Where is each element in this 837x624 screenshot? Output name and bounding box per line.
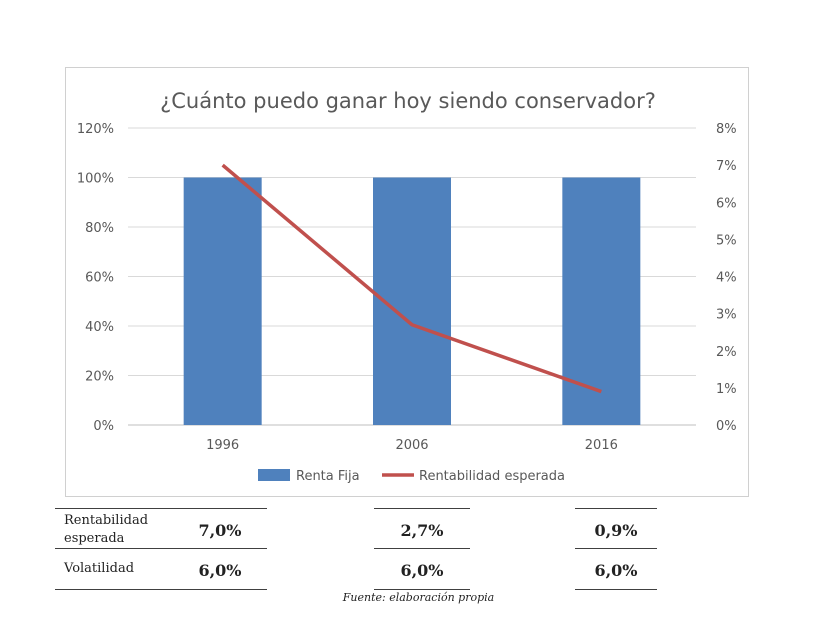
metrics-divider [575,548,657,549]
metric-value: 0,9% [594,521,638,540]
metric-label: Volatilidad [64,560,134,578]
chart-title: ¿Cuánto puedo ganar hoy siendo conservad… [160,89,656,113]
source-note: Fuente: elaboración propia [342,591,495,604]
y-right-tick-label: 4% [716,271,737,286]
metrics-divider [374,548,470,549]
metrics-divider [55,548,267,549]
y-right-tick-label: 3% [716,308,737,323]
bar-renta-fija [183,177,262,425]
metric-label-line: Rentabilidad [64,513,149,528]
metrics-divider [374,508,470,509]
legend-label-renta-fija: Renta Fija [296,469,360,484]
y-left-tick-label: 60% [85,271,114,286]
y-right-tick-label: 1% [716,382,737,397]
combo-chart: ¿Cuánto puedo ganar hoy siendo conservad… [77,89,737,484]
metrics-divider [55,589,267,590]
legend-swatch-renta-fija [258,469,290,481]
metrics-divider [374,589,470,590]
x-tick-label: 2016 [585,438,618,453]
metric-value: 6,0% [198,561,242,580]
metric-value: 6,0% [594,561,638,580]
y-right-tick-label: 0% [716,419,737,434]
y-left-tick-label: 120% [77,122,114,137]
metric-label-line: Volatilidad [64,561,135,576]
metrics-divider [55,508,267,509]
y-left-tick-label: 20% [85,370,114,385]
x-tick-label: 1996 [206,438,239,453]
y-right-tick-label: 8% [716,122,737,137]
chart-frame: ¿Cuánto puedo ganar hoy siendo conservad… [65,67,749,497]
bar-renta-fija [562,177,641,425]
metric-label: Rentabilidad esperada [64,512,148,548]
metric-label-line: esperada [64,531,125,546]
metric-value: 6,0% [400,561,444,580]
metric-value: 2,7% [400,521,444,540]
y-right-tick-label: 5% [716,233,737,248]
y-right-tick-label: 2% [716,345,737,360]
y-right-tick-label: 7% [716,159,737,174]
y-left-tick-label: 100% [77,172,114,187]
y-left-tick-label: 0% [93,419,114,434]
x-tick-label: 2006 [395,438,428,453]
metrics-divider [575,589,657,590]
metric-value: 7,0% [198,521,242,540]
y-right-tick-label: 6% [716,196,737,211]
legend-label-rentabilidad: Rentabilidad esperada [419,469,565,484]
metrics-divider [575,508,657,509]
y-left-tick-label: 80% [85,221,114,236]
y-left-tick-label: 40% [85,320,114,335]
line-rentabilidad-esperada [221,163,602,394]
